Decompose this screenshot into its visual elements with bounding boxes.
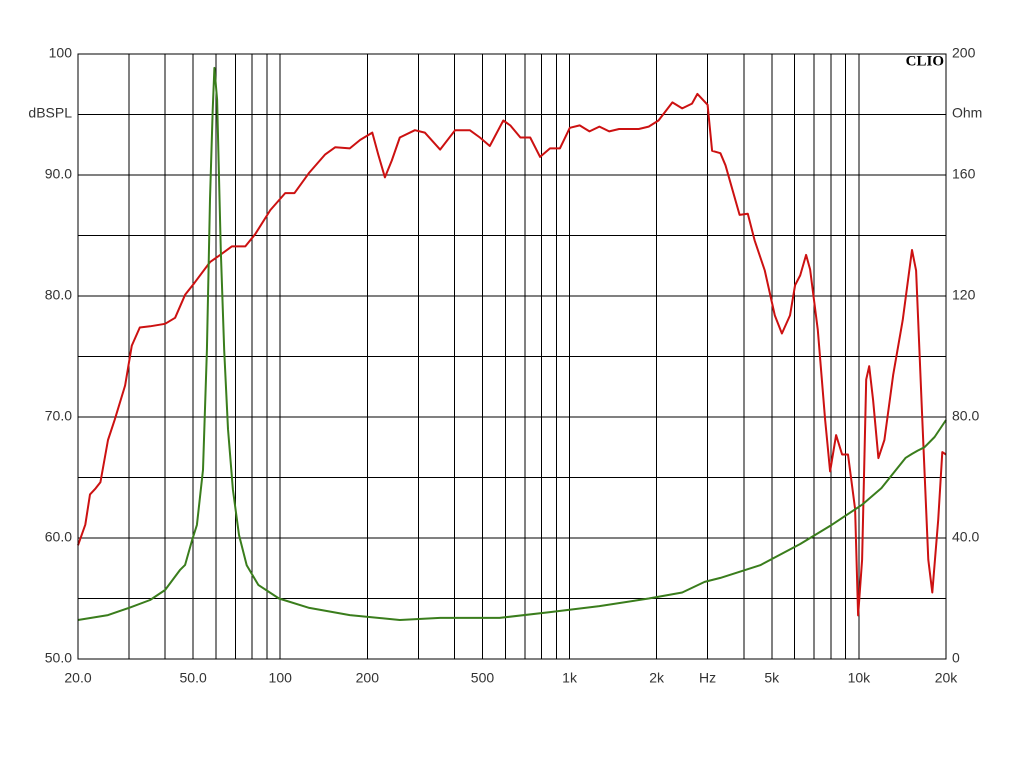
y-tick-label: 100	[49, 45, 73, 61]
x-tick-label: 100	[269, 670, 293, 686]
y-tick-label: 60.0	[45, 529, 72, 545]
x-tick-label: 10k	[848, 670, 872, 686]
y-axis-label: dBSPL	[28, 105, 72, 121]
x-tick-label: 200	[356, 670, 380, 686]
y2-tick-label: 80.0	[952, 408, 979, 424]
x-tick-label: 2k	[649, 670, 665, 686]
y2-tick-label: 160	[952, 166, 976, 182]
y2-axis-label: Ohm	[952, 105, 982, 121]
y2-tick-label: 200	[952, 45, 976, 61]
y2-tick-label: 0	[952, 650, 960, 666]
x-tick-label: Hz	[699, 670, 716, 686]
y2-tick-label: 120	[952, 287, 976, 303]
series-line	[77, 66, 947, 621]
y-tick-label: 70.0	[45, 408, 72, 424]
x-tick-label: 500	[471, 670, 495, 686]
y-tick-label: 50.0	[45, 650, 72, 666]
plot-frame	[77, 53, 947, 660]
x-tick-label: 20k	[935, 670, 959, 686]
y2-tick-label: 40.0	[952, 529, 979, 545]
x-tick-label: 1k	[562, 670, 578, 686]
brand: CLIO	[906, 53, 944, 69]
x-tick-label: 50.0	[180, 670, 207, 686]
series-line	[77, 92, 947, 617]
y-tick-label: 80.0	[45, 287, 72, 303]
x-tick-label: 20.0	[64, 670, 91, 686]
y-tick-label: 90.0	[45, 166, 72, 182]
x-tick-label: 5k	[764, 670, 780, 686]
